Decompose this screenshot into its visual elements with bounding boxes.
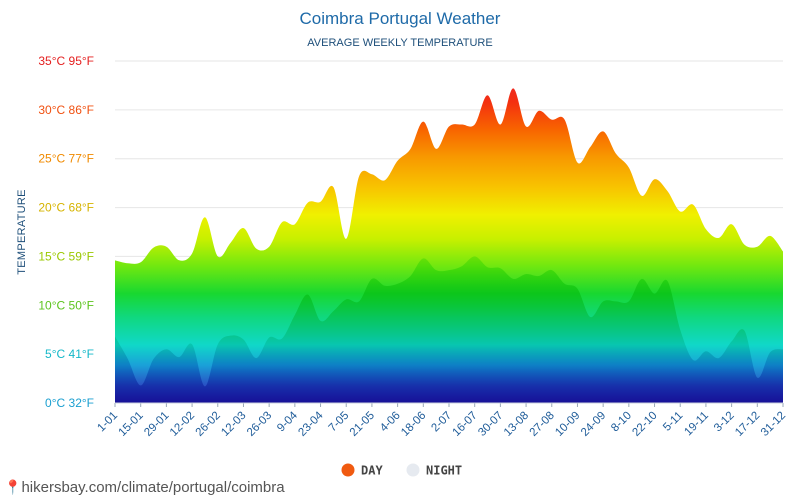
y-axis: 0°C 32°F 5°C 41°F 10°C 50°F 15°C 59°F 20°C 6… (38, 54, 94, 410)
legend-item-day[interactable]: DAY (341, 463, 384, 478)
y-tick-label: 0°C 32°F (45, 396, 94, 410)
x-tick-label: 31-12 (759, 410, 788, 439)
legend: DAY NIGHT (341, 463, 463, 478)
y-tick-label: 35°C 95°F (38, 54, 94, 68)
x-tick-label: 16-07 (451, 410, 480, 439)
legend-marker (341, 463, 355, 477)
y-tick-label: 15°C 59°F (38, 249, 94, 263)
x-tick-label: 13-08 (502, 410, 531, 439)
x-tick-label: 19-11 (682, 410, 711, 439)
chart-subtitle: AVERAGE WEEKLY TEMPERATURE (307, 37, 492, 49)
legend-label: DAY (361, 464, 383, 478)
location-pin-icon: 📍 (4, 479, 22, 495)
x-tick-label: 30-07 (476, 410, 505, 439)
x-tick-label: 15-01 (117, 410, 146, 439)
y-tick-label: 5°C 41°F (45, 347, 94, 361)
y-tick-label: 25°C 77°F (38, 152, 94, 166)
source-text: hikersbay.com/climate/portugal/coimbra (21, 479, 285, 496)
x-tick-label: 23-04 (296, 409, 326, 439)
source-link[interactable]: 📍hikersbay.com/climate/portugal/coimbra (4, 479, 285, 496)
x-tick-label: 29-01 (142, 410, 171, 439)
x-tick-label: 21-05 (348, 410, 377, 439)
x-tick-label: 10-09 (553, 410, 582, 439)
legend-marker (406, 463, 420, 477)
y-axis-label: TEMPERATURE (16, 189, 28, 275)
y-tick-label: 30°C 86°F (38, 103, 94, 117)
x-tick-label: 17-12 (733, 410, 762, 439)
x-tick-label: 12-03 (219, 410, 248, 439)
y-tick-label: 10°C 50°F (38, 298, 94, 312)
x-tick-label: 26-02 (194, 410, 223, 439)
x-tick-label: 22-10 (630, 410, 659, 439)
chart-title: Coimbra Portugal Weather (300, 9, 501, 28)
y-tick-label: 20°C 68°F (38, 201, 94, 215)
night-series-area (115, 256, 783, 403)
legend-label: NIGHT (426, 464, 462, 478)
legend-item-night[interactable]: NIGHT (406, 463, 463, 478)
x-tick-label: 27-08 (528, 410, 557, 439)
x-tick-label: 24-09 (579, 410, 608, 439)
x-tick-label: 26-03 (245, 410, 274, 439)
x-tick-label: 12-02 (168, 410, 197, 439)
x-tick-label: 18-06 (399, 410, 428, 439)
